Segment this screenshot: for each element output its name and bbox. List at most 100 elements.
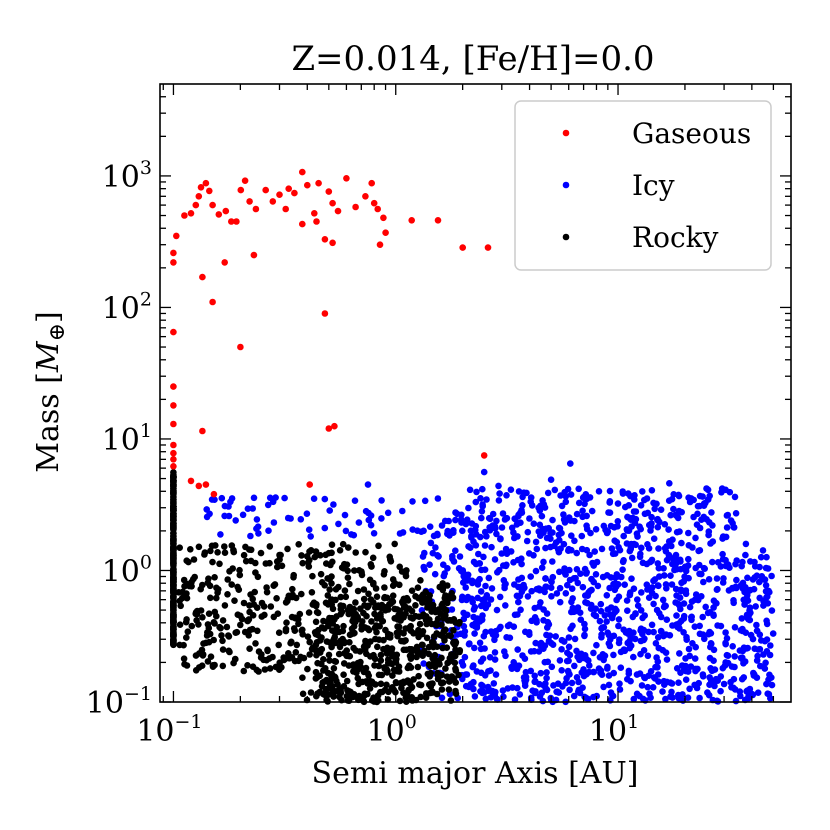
data-point-icy (522, 668, 530, 676)
data-point-rocky (290, 574, 297, 581)
data-point-rocky (211, 574, 218, 581)
data-point-rocky (328, 541, 336, 548)
data-point-rocky (450, 616, 458, 623)
data-point-rocky (246, 546, 253, 553)
data-point-icy (565, 514, 573, 521)
x-tick-label: 10−1 (136, 711, 202, 749)
data-point-icy (669, 560, 676, 568)
data-point-rocky (224, 576, 231, 583)
data-point-icy (492, 671, 500, 678)
data-point-rocky (372, 635, 379, 643)
data-point-icy (609, 550, 617, 558)
data-point-icy (566, 686, 573, 694)
data-point-icy (699, 671, 707, 678)
data-point-gaseous (252, 205, 260, 213)
data-point-icy (709, 558, 716, 566)
data-point-rocky (354, 587, 362, 595)
data-point-rocky (438, 621, 445, 628)
data-point-icy (590, 611, 598, 618)
data-point-icy (652, 640, 660, 647)
data-point-rocky (352, 610, 360, 618)
data-point-rocky (170, 473, 177, 480)
data-point-rocky (278, 562, 286, 570)
data-point-icy (478, 566, 485, 574)
data-point-rocky (346, 631, 354, 639)
data-point-gaseous (202, 179, 210, 187)
data-point-icy (655, 545, 662, 552)
data-point-icy (493, 530, 500, 538)
data-point-rocky (381, 584, 388, 591)
data-point-icy (507, 486, 515, 494)
data-point-gaseous (480, 452, 488, 459)
data-point-icy (554, 680, 562, 687)
data-point-icy (452, 516, 459, 524)
data-point-icy (723, 524, 731, 531)
data-point-icy (535, 528, 543, 535)
data-point-icy (738, 581, 745, 589)
data-point-icy (575, 485, 582, 493)
data-point-icy (556, 657, 564, 664)
data-point-rocky (240, 667, 248, 675)
data-point-icy (764, 593, 771, 600)
data-point-icy (483, 592, 491, 599)
data-point-rocky (341, 587, 349, 594)
data-point-rocky (446, 678, 453, 685)
data-point-rocky (328, 670, 336, 678)
data-point-rocky (390, 666, 398, 674)
data-point-rocky (298, 552, 305, 559)
data-point-icy (487, 596, 495, 603)
x-tick-label: 100 (367, 711, 417, 749)
data-point-rocky (332, 629, 339, 637)
data-point-icy (610, 632, 618, 640)
data-point-icy (521, 682, 529, 689)
data-point-rocky (354, 615, 362, 623)
data-point-rocky (307, 689, 315, 696)
data-point-icy (768, 681, 776, 689)
data-point-icy (438, 694, 446, 702)
data-point-icy (637, 550, 644, 558)
data-point-rocky (375, 671, 383, 679)
data-point-rocky (402, 604, 409, 612)
data-point-gaseous (187, 477, 195, 485)
data-point-icy (480, 553, 487, 561)
data-point-icy (539, 497, 546, 504)
data-point-icy (583, 512, 590, 520)
data-point-icy (510, 559, 517, 566)
data-point-icy (754, 689, 762, 696)
data-point-rocky (364, 690, 371, 698)
data-point-rocky (247, 557, 255, 565)
data-point-rocky (200, 640, 207, 647)
data-point-rocky (336, 547, 344, 554)
data-point-rocky (417, 577, 424, 584)
data-point-icy (753, 627, 761, 635)
data-point-icy (384, 509, 392, 517)
data-point-icy (441, 517, 449, 525)
y-tick-label: 101 (102, 420, 152, 458)
data-point-icy (498, 550, 506, 557)
data-point-rocky (336, 693, 343, 701)
data-point-rocky (451, 659, 459, 667)
data-point-icy (303, 510, 311, 517)
data-point-icy (558, 502, 566, 510)
data-point-icy (523, 489, 530, 497)
data-point-rocky (176, 544, 183, 551)
data-point-rocky (240, 551, 248, 559)
data-point-icy (537, 669, 545, 677)
data-point-rocky (325, 691, 333, 698)
data-point-gaseous (210, 490, 218, 498)
data-point-rocky (416, 620, 424, 628)
data-point-rocky (344, 697, 352, 704)
data-point-icy (671, 566, 678, 574)
data-point-rocky (252, 640, 259, 647)
data-point-rocky (242, 557, 250, 565)
data-point-icy (564, 485, 572, 493)
data-point-icy (733, 584, 740, 592)
data-point-icy (232, 517, 239, 524)
data-point-rocky (451, 641, 459, 648)
data-point-icy (620, 557, 627, 564)
data-point-rocky (226, 568, 233, 575)
data-point-rocky (333, 677, 340, 685)
data-point-icy (684, 694, 692, 701)
data-point-icy (590, 578, 597, 586)
data-point-rocky (370, 579, 377, 587)
